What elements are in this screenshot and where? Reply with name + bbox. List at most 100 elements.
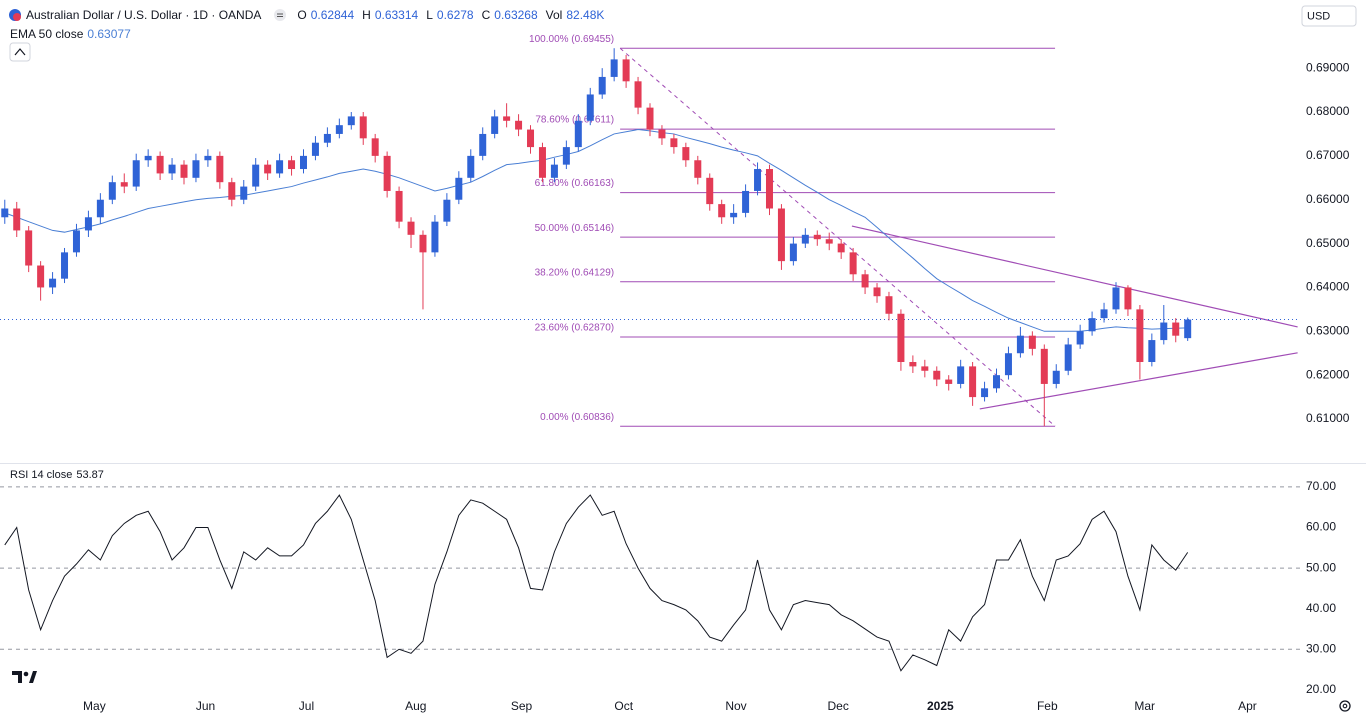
x-tick-label: Jun bbox=[196, 699, 215, 713]
candle-body bbox=[945, 379, 953, 384]
candle-body bbox=[1160, 322, 1168, 341]
candle-body bbox=[1124, 287, 1132, 310]
candle-body bbox=[1, 208, 9, 218]
y-tick-label: 0.68000 bbox=[1306, 104, 1350, 118]
candle-body bbox=[180, 164, 188, 178]
candle-body bbox=[1148, 340, 1156, 363]
y-tick-label: 0.64000 bbox=[1306, 280, 1350, 294]
candle-body bbox=[383, 155, 391, 191]
candle-body bbox=[1016, 335, 1024, 354]
fib-level-label: 61.80% (0.66163) bbox=[535, 178, 615, 189]
fib-level-label: 50.00% (0.65146) bbox=[535, 223, 615, 234]
candle-body bbox=[228, 182, 236, 200]
candle-body bbox=[622, 59, 630, 82]
candle-body bbox=[192, 160, 200, 178]
candle-body bbox=[754, 169, 762, 191]
ema-header: EMA 50 close 0.63077 bbox=[10, 27, 139, 41]
candle-body bbox=[527, 129, 535, 148]
candle-body bbox=[969, 366, 977, 398]
candle-body bbox=[443, 199, 451, 222]
candle-body bbox=[1004, 353, 1012, 376]
candle-body bbox=[610, 59, 618, 77]
candle-body bbox=[299, 155, 307, 170]
candle-body bbox=[371, 138, 379, 156]
candle-body bbox=[981, 388, 989, 398]
candle-body bbox=[598, 76, 606, 95]
x-tick-label: Dec bbox=[828, 699, 849, 713]
candle-body bbox=[1184, 319, 1192, 339]
candle-body bbox=[1112, 287, 1120, 310]
rsi-value: 53.87 bbox=[76, 469, 104, 481]
fib-level-label: 100.00% (0.69455) bbox=[529, 34, 614, 45]
close-label: C bbox=[481, 8, 491, 22]
candle-body bbox=[789, 243, 797, 262]
y-tick-label: 40.00 bbox=[1306, 601, 1336, 615]
candle-body bbox=[276, 160, 284, 174]
currency-box[interactable] bbox=[1301, 5, 1357, 27]
candle-body bbox=[120, 182, 128, 187]
candle-body bbox=[49, 278, 57, 288]
candle-body bbox=[204, 155, 212, 161]
x-tick-label: May bbox=[83, 699, 106, 713]
symbol-icon bbox=[9, 9, 21, 21]
candle-body bbox=[25, 230, 33, 266]
ema-value: 0.63077 bbox=[87, 27, 131, 41]
y-tick-label: 0.61000 bbox=[1306, 411, 1350, 425]
y-tick-label: 60.00 bbox=[1306, 520, 1336, 534]
candle-body bbox=[646, 107, 654, 130]
candle-body bbox=[503, 116, 511, 121]
candle-body bbox=[682, 147, 690, 161]
candle-body bbox=[670, 138, 678, 148]
rsi-line bbox=[4, 494, 1189, 672]
x-tick-label: Sep bbox=[511, 699, 533, 713]
candle-body bbox=[718, 204, 726, 218]
candle-body bbox=[538, 147, 546, 178]
x-tick-label: Feb bbox=[1037, 699, 1058, 713]
candle-body bbox=[873, 287, 881, 297]
candle-body bbox=[335, 125, 343, 134]
y-tick-label: 0.63000 bbox=[1306, 323, 1350, 337]
candle-body bbox=[479, 133, 487, 156]
candle-body bbox=[491, 116, 499, 134]
x-tick-label: 2025 bbox=[927, 699, 954, 713]
fib-level-label: 78.60% (0.67611) bbox=[535, 115, 614, 126]
candle-body bbox=[132, 160, 140, 187]
symbol-header: Australian Dollar / U.S. Dollar · 1D · O… bbox=[8, 8, 612, 22]
volume-value: 82.48K bbox=[566, 8, 605, 22]
candle-body bbox=[72, 230, 80, 253]
y-tick-label: 0.69000 bbox=[1306, 60, 1350, 74]
candle-body bbox=[825, 239, 833, 244]
rsi-header: RSI 14 close 53.87 bbox=[10, 469, 112, 481]
candle-body bbox=[562, 147, 570, 165]
candle-body bbox=[311, 142, 319, 156]
candle-body bbox=[550, 164, 558, 178]
symbol-title: Australian Dollar / U.S. Dollar · 1D · O… bbox=[26, 8, 262, 22]
candle-body bbox=[407, 221, 415, 235]
currency-label: USD bbox=[1307, 10, 1330, 22]
candle-body bbox=[264, 164, 272, 174]
x-tick-label: Apr bbox=[1238, 699, 1257, 713]
menu-icon[interactable] bbox=[273, 8, 287, 22]
trendline bbox=[851, 225, 1298, 328]
candle-body bbox=[1052, 370, 1060, 384]
candle-body bbox=[574, 120, 582, 148]
candle-body bbox=[897, 313, 905, 363]
low-value: 0.6278 bbox=[436, 8, 474, 22]
close-value: 0.63268 bbox=[494, 8, 538, 22]
candle-body bbox=[431, 221, 439, 253]
candle-body bbox=[252, 164, 260, 187]
candle-body bbox=[1088, 318, 1096, 332]
settings-icon[interactable] bbox=[1339, 700, 1351, 712]
tradingview-logo bbox=[12, 671, 37, 683]
candle-body bbox=[1040, 348, 1048, 384]
y-tick-label: 0.67000 bbox=[1306, 148, 1350, 162]
candle-body bbox=[13, 208, 21, 231]
rsi-name: RSI 14 close bbox=[10, 469, 73, 481]
candle-body bbox=[885, 296, 893, 314]
candle-body bbox=[813, 234, 821, 240]
candle-body bbox=[240, 186, 248, 200]
candle-body bbox=[706, 177, 714, 205]
collapse-button[interactable] bbox=[9, 42, 31, 62]
candle-body bbox=[359, 116, 367, 139]
